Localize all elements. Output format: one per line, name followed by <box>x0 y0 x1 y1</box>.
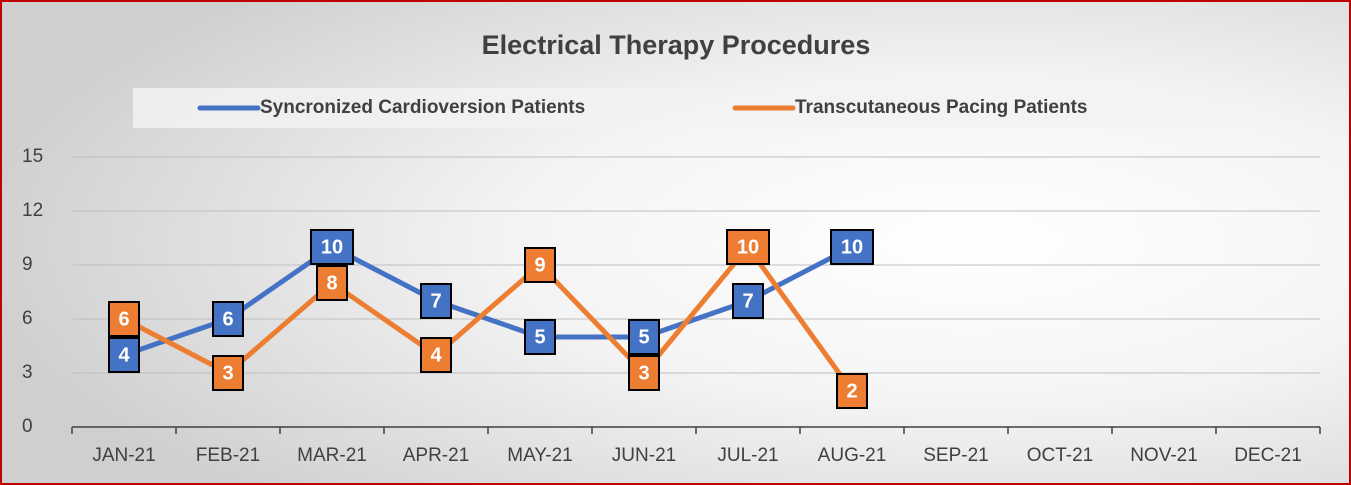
data-label: 3 <box>222 362 233 384</box>
data-label: 10 <box>321 236 343 258</box>
data-label: 8 <box>326 272 337 294</box>
x-tick-label: JUL-21 <box>717 445 778 466</box>
data-label: 5 <box>638 326 649 348</box>
data-label-box <box>628 319 660 355</box>
x-tick-label: JUN-21 <box>612 445 676 466</box>
x-tick-label: MAR-21 <box>297 445 367 466</box>
chart-title: Electrical Therapy Procedures <box>482 30 871 60</box>
data-label: 6 <box>222 308 233 330</box>
data-label-box <box>310 229 354 265</box>
x-tick-label: JAN-21 <box>92 445 155 466</box>
y-tick-label: 9 <box>22 254 33 275</box>
data-label-box <box>732 283 764 319</box>
data-label-box <box>420 337 452 373</box>
data-label: 6 <box>118 308 129 330</box>
data-label-box <box>212 355 244 391</box>
data-label: 2 <box>846 380 857 402</box>
data-label-box <box>524 319 556 355</box>
x-tick-label: MAY-21 <box>507 445 572 466</box>
y-tick-label: 0 <box>22 416 33 437</box>
legend-box <box>133 88 1225 128</box>
data-label-box <box>420 283 452 319</box>
x-tick-label: AUG-21 <box>818 445 887 466</box>
data-label: 10 <box>737 236 759 258</box>
data-label: 4 <box>118 344 130 366</box>
data-label: 4 <box>430 344 442 366</box>
legend-label: Syncronized Cardioversion Patients <box>260 97 585 118</box>
y-tick-label: 3 <box>22 362 33 383</box>
data-label: 5 <box>534 326 545 348</box>
data-label-box <box>726 229 770 265</box>
data-label-box <box>108 301 140 337</box>
series-line <box>122 244 855 393</box>
data-label-box <box>212 301 244 337</box>
data-label: 7 <box>430 290 441 312</box>
y-tick-label: 6 <box>22 308 33 329</box>
y-tick-label: 12 <box>22 200 43 221</box>
x-tick-label: APR-21 <box>403 445 470 466</box>
data-label: 10 <box>841 236 863 258</box>
series-line <box>123 244 854 358</box>
data-label: 3 <box>638 362 649 384</box>
data-label-box <box>524 247 556 283</box>
x-tick-label: DEC-21 <box>1234 445 1302 466</box>
x-tick-label: FEB-21 <box>196 445 260 466</box>
data-label-box <box>836 373 868 409</box>
x-tick-label: NOV-21 <box>1130 445 1198 466</box>
legend-label: Transcutaneous Pacing Patients <box>795 97 1087 118</box>
data-label-box <box>830 229 874 265</box>
data-label: 7 <box>742 290 753 312</box>
data-label-box <box>316 265 348 301</box>
data-label-box <box>628 355 660 391</box>
x-tick-label: SEP-21 <box>923 445 988 466</box>
y-tick-label: 15 <box>22 146 43 167</box>
data-label-box <box>108 337 140 373</box>
x-tick-label: OCT-21 <box>1027 445 1094 466</box>
data-label: 9 <box>534 254 545 276</box>
